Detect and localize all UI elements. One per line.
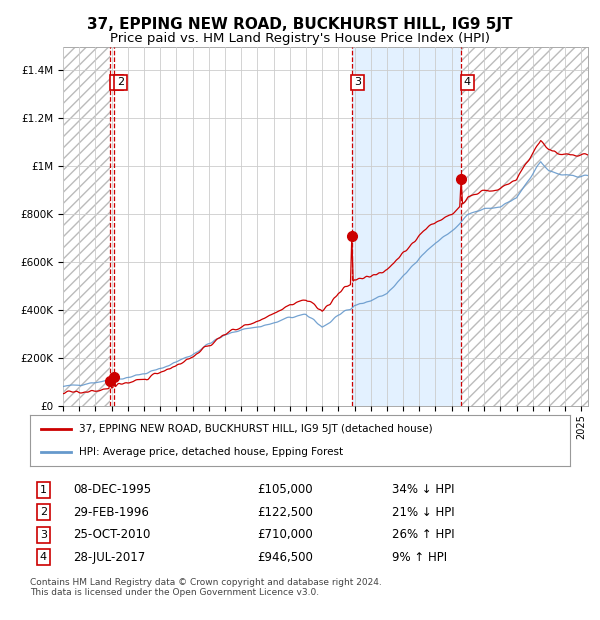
- Text: 26% ↑ HPI: 26% ↑ HPI: [392, 528, 454, 541]
- Text: 3: 3: [354, 78, 361, 87]
- Text: 4: 4: [464, 78, 471, 87]
- Text: 3: 3: [40, 529, 47, 539]
- Text: £946,500: £946,500: [257, 551, 313, 564]
- Text: 28-JUL-2017: 28-JUL-2017: [73, 551, 145, 564]
- Text: 2: 2: [117, 78, 124, 87]
- Text: £710,000: £710,000: [257, 528, 313, 541]
- Bar: [352, 46, 461, 406]
- Text: 08-DEC-1995: 08-DEC-1995: [73, 483, 151, 496]
- Text: 25-OCT-2010: 25-OCT-2010: [73, 528, 151, 541]
- Text: 9% ↑ HPI: 9% ↑ HPI: [392, 551, 447, 564]
- Text: 29-FEB-1996: 29-FEB-1996: [73, 506, 149, 518]
- Text: Contains HM Land Registry data © Crown copyright and database right 2024.
This d: Contains HM Land Registry data © Crown c…: [30, 578, 382, 597]
- Text: £105,000: £105,000: [257, 483, 313, 496]
- Text: Price paid vs. HM Land Registry's House Price Index (HPI): Price paid vs. HM Land Registry's House …: [110, 32, 490, 45]
- Text: 37, EPPING NEW ROAD, BUCKHURST HILL, IG9 5JT: 37, EPPING NEW ROAD, BUCKHURST HILL, IG9…: [87, 17, 513, 32]
- Text: 2: 2: [40, 507, 47, 517]
- Text: 34% ↓ HPI: 34% ↓ HPI: [392, 483, 454, 496]
- Text: 1: 1: [113, 78, 120, 87]
- Text: £122,500: £122,500: [257, 506, 313, 518]
- Text: 21% ↓ HPI: 21% ↓ HPI: [392, 506, 454, 518]
- Text: 37, EPPING NEW ROAD, BUCKHURST HILL, IG9 5JT (detached house): 37, EPPING NEW ROAD, BUCKHURST HILL, IG9…: [79, 423, 432, 433]
- Text: HPI: Average price, detached house, Epping Forest: HPI: Average price, detached house, Eppi…: [79, 448, 343, 458]
- Bar: [63, 46, 110, 406]
- Text: 4: 4: [40, 552, 47, 562]
- Text: 1: 1: [40, 485, 47, 495]
- Bar: [461, 46, 588, 406]
